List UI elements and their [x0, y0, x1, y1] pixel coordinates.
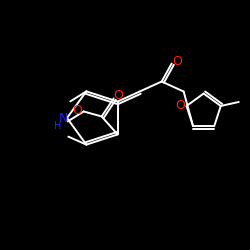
Text: O: O — [73, 104, 83, 117]
Text: O: O — [114, 89, 124, 102]
Text: H: H — [54, 121, 62, 131]
Text: N: N — [58, 112, 68, 124]
Text: O: O — [176, 100, 186, 112]
Text: O: O — [173, 55, 182, 68]
